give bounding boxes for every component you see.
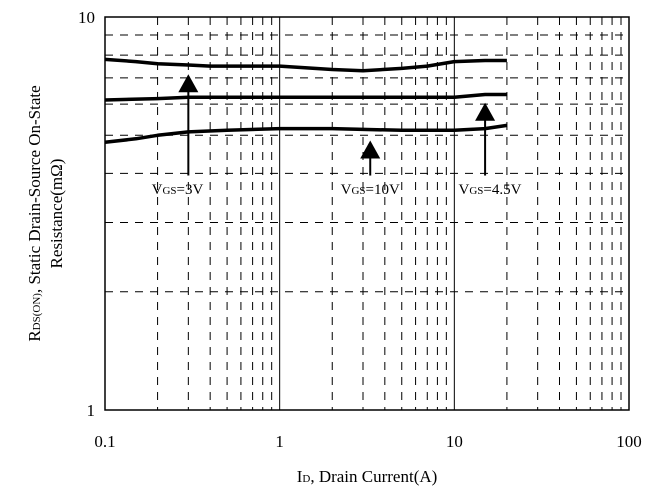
y-tick-label: 1 xyxy=(87,401,96,420)
x-axis-title: ID, Drain Current(A) xyxy=(297,467,438,486)
annotation-layer: VGS=3V VGS=10V VGS=4.5V xyxy=(152,74,522,198)
y-axis-title-line2: Resistance(mΩ) xyxy=(47,159,66,269)
x-tick-label: 1 xyxy=(275,432,284,451)
x-tick-label: 0.1 xyxy=(94,432,115,451)
series-line-2 xyxy=(104,92,507,102)
y-axis-title-line1: RDS(ON), Static Drain-Source On-State xyxy=(25,85,44,341)
series-label: VGS=4.5V xyxy=(459,182,522,198)
x-tick-label: 10 xyxy=(446,432,463,451)
y-tick-label: 10 xyxy=(78,8,95,27)
tick-labels: 0.1 1 10 100 1 10 xyxy=(78,8,642,451)
series-layer xyxy=(104,57,508,145)
series-label: VGS=10V xyxy=(341,182,400,198)
x-tick-label: 100 xyxy=(616,432,642,451)
grid xyxy=(105,17,629,410)
annotation-arrow-head xyxy=(360,140,381,159)
series-label: VGS=3V xyxy=(152,182,204,198)
annotation-arrow-head xyxy=(475,102,496,121)
plot-frame xyxy=(104,16,630,411)
annotation-arrow-head xyxy=(178,74,199,93)
series-line-3 xyxy=(104,123,508,145)
series-line-1 xyxy=(104,57,507,73)
